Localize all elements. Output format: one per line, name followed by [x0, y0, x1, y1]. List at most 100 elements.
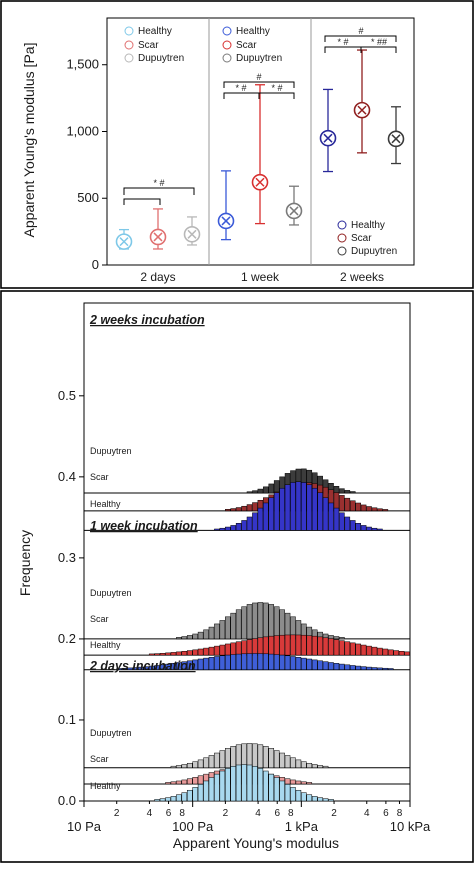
- histogram-bar: [225, 748, 231, 769]
- histogram-bar: [208, 626, 215, 640]
- histogram-bar: [241, 764, 247, 802]
- histogram-bar: [241, 743, 247, 769]
- subpanel-title-2days: 2 days incubation: [89, 659, 196, 673]
- histogram-bar: [225, 654, 231, 670]
- histogram-bar: [371, 507, 378, 512]
- histogram-bar: [214, 528, 220, 531]
- legend-scar-marker: [337, 233, 347, 243]
- bottom-x-minor-label: 8: [397, 808, 403, 819]
- histogram-bar: [306, 762, 313, 769]
- mean-marker-cross: [391, 134, 401, 144]
- histogram-bar: [273, 480, 280, 494]
- top-y-tick-label: 1,500: [66, 57, 99, 72]
- row-label-dupuytren-1w: Dupuytren: [90, 588, 132, 598]
- legend-scar-marker: [124, 40, 134, 50]
- histogram-bar: [322, 497, 329, 531]
- histogram-bar: [328, 638, 334, 656]
- histogram-bar: [344, 516, 351, 531]
- bracket-2weeks-top: [324, 35, 397, 42]
- histogram-bar: [148, 653, 155, 656]
- histogram-bar: [393, 650, 399, 656]
- histogram-bar: [322, 798, 329, 802]
- histogram-bar: [301, 482, 307, 531]
- subpanel-title-2weeks: 2 weeks incubation: [89, 313, 205, 327]
- histogram-bar: [186, 789, 193, 802]
- histogram-bar: [355, 523, 361, 531]
- subpanel-title-1week: 1 week incubation: [90, 519, 198, 533]
- histogram-bar: [382, 667, 389, 670]
- legend-healthy-label: Healthy: [351, 220, 385, 231]
- top-category-label: 2 days: [140, 270, 175, 284]
- legend-dupuytren-label: Dupuytren: [351, 246, 397, 257]
- bottom-x-major-label: 1 kPa: [285, 819, 319, 834]
- histogram-bar: [235, 641, 242, 656]
- histogram-bar: [138, 666, 144, 670]
- histogram-bar: [344, 664, 351, 670]
- histogram-bar: [230, 654, 236, 670]
- histogram-bar: [355, 643, 361, 656]
- histogram-bar: [284, 755, 291, 769]
- histogram-bar: [339, 488, 345, 494]
- histogram-bar: [317, 492, 323, 531]
- histogram-bar: [301, 657, 307, 670]
- bottom-panel: Frequency Apparent Young's modulus 0.00.…: [17, 302, 431, 851]
- histogram-bar: [154, 653, 160, 656]
- histogram-bar: [263, 602, 269, 640]
- histogram-bar: [159, 664, 166, 670]
- histogram-bar: [279, 609, 285, 640]
- bottom-y-tick-label: 0.2: [58, 631, 76, 646]
- legend-scar-label: Scar: [138, 40, 159, 51]
- histogram-bar: [214, 656, 220, 670]
- histogram-bar: [290, 757, 296, 769]
- histogram-bar: [257, 768, 264, 802]
- histogram-bar: [360, 666, 367, 670]
- histogram-bar: [311, 635, 318, 656]
- histogram-bar: [268, 773, 275, 802]
- histogram-bar: [186, 762, 193, 769]
- sig-2days: * #: [153, 178, 164, 188]
- legend-dupuytren-marker: [222, 53, 232, 63]
- histogram-bar: [339, 512, 345, 531]
- histogram-bar: [382, 648, 389, 656]
- histogram-bar: [284, 484, 291, 531]
- histogram-bar: [165, 663, 171, 670]
- histogram-bar: [371, 527, 378, 531]
- row-label-dupuytren-2d: Dupuytren: [90, 728, 132, 738]
- histogram-bar: [301, 781, 307, 785]
- histogram-bar: [197, 784, 204, 802]
- histogram-bar: [349, 491, 356, 494]
- histogram-bar: [246, 516, 253, 531]
- histogram-bar: [246, 604, 253, 640]
- histogram-bar: [154, 799, 160, 802]
- significance-brackets: [123, 35, 397, 205]
- histogram-bar: [165, 782, 171, 785]
- histogram-bar: [252, 653, 258, 670]
- legend-2days: Healthy Scar Dupuytren: [124, 26, 184, 64]
- histogram-bar: [225, 616, 231, 640]
- histogram-bar: [295, 789, 302, 802]
- histogram-bar: [176, 794, 182, 802]
- histogram-bar: [257, 488, 264, 494]
- histogram-bar: [214, 752, 220, 769]
- histogram-bar: [382, 509, 389, 512]
- histogram-bar: [186, 650, 193, 656]
- histogram-bar: [268, 635, 275, 656]
- histogram-bar: [257, 637, 264, 656]
- histogram-bar: [290, 656, 296, 670]
- histogram-bar: [355, 665, 361, 670]
- histogram-bar: [257, 744, 264, 769]
- histogram-bar: [252, 743, 258, 769]
- mean-marker-cross: [119, 237, 129, 247]
- histogram-bar: [246, 743, 253, 769]
- histogram-bar: [355, 502, 361, 512]
- histogram-bar: [170, 796, 177, 802]
- legend-healthy-label: Healthy: [138, 26, 172, 37]
- histogram-bar: [306, 782, 313, 785]
- histogram-bar: [322, 661, 329, 670]
- histogram-bar: [230, 642, 236, 656]
- legend-1week: Healthy Scar Dupuytren: [222, 26, 282, 64]
- sig-1week-right: * #: [271, 83, 282, 93]
- histogram-bar: [214, 773, 220, 802]
- histogram-bar: [273, 750, 280, 769]
